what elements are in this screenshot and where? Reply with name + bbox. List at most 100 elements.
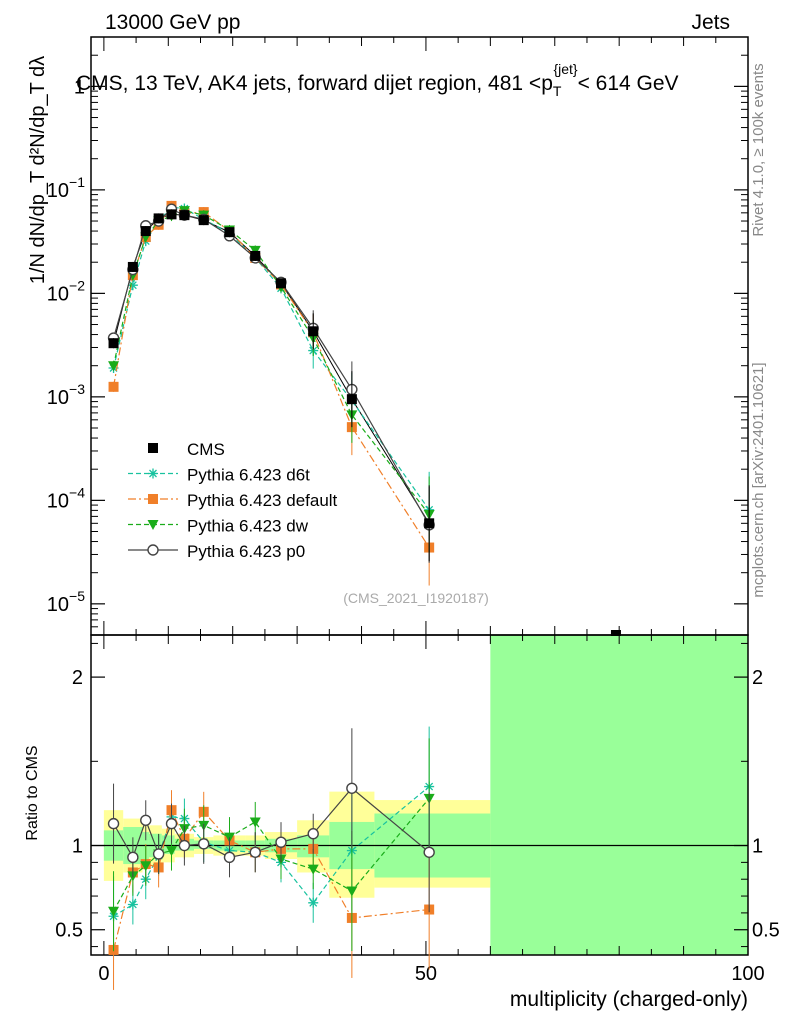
main-point-cms: [140, 226, 151, 237]
main-y-tick-label: 1: [74, 76, 85, 98]
ratio-y-tick-label: 2: [72, 667, 83, 689]
main-point-cms-shape: [308, 326, 319, 337]
ratio-point-pythia-6-423-p0: [223, 851, 236, 864]
ratio-point-pythia-6-423-dw-shape: [346, 886, 358, 897]
main-title-end: < 614 GeV: [578, 72, 679, 95]
main-point-cms: [276, 278, 287, 289]
legend-marker-pythia-6-423-p0-shape: [147, 544, 159, 556]
ratio-point-pythia-6-423-dw: [166, 846, 178, 857]
main-point-pythia-6-423-default: [108, 381, 119, 392]
main-y-tick-base: 10: [47, 594, 69, 616]
ratio-point-pythia-6-423-p0-shape: [249, 846, 261, 858]
main-y-tick-label: 10−1: [47, 174, 85, 202]
ratio-point-pythia-6-423-p0: [140, 814, 152, 826]
ratio-point-pythia-6-423-p0: [178, 839, 191, 852]
ratio-point-pythia-6-423-p0-shape: [107, 817, 120, 830]
ratio-y-tick-label-right: 0.5: [752, 920, 780, 942]
header-right: Jets: [691, 11, 730, 34]
main-point-pythia-6-423-dw: [108, 361, 120, 372]
main-point-cms: [198, 215, 209, 226]
main-point-cms: [166, 209, 177, 220]
main-point-cms-shape: [108, 338, 119, 349]
main-point-cms: [424, 518, 435, 529]
legend-entry-pythia-6-423-default: Pythia 6.423 default: [128, 491, 338, 510]
main-title-sub: T: [553, 83, 562, 99]
main-point-pythia-6-423-dw-shape: [249, 245, 261, 256]
ratio-y-axis-label: Ratio to CMS: [24, 745, 41, 840]
analysis-watermark: (CMS_2021_I1920187): [343, 590, 489, 606]
legend-marker-pythia-6-423-d6t: [148, 468, 158, 479]
rivet-version-label: Rivet 4.1.0, ≥ 100k events: [750, 63, 767, 236]
ratio-y-tick-label: 0.5: [55, 920, 83, 942]
main-y-tick-label: 10−3: [47, 381, 85, 409]
main-y-tick-base: 1: [74, 76, 85, 98]
ratio-series-group: [107, 726, 435, 990]
ratio-point-pythia-6-423-dw: [140, 861, 152, 872]
ratio-point-pythia-6-423-d6t-shape: [308, 897, 319, 908]
main-point-pythia-6-423-d6t: [127, 280, 138, 291]
x-axis-label: multiplicity (charged-only): [510, 988, 748, 1011]
ratio-point-pythia-6-423-p0: [165, 817, 178, 830]
legend-entry-pythia-6-423-d6t: Pythia 6.423 d6t: [128, 466, 310, 485]
ratio-point-pythia-6-423-d6t: [127, 899, 138, 910]
ratio-point-pythia-6-423-dw-shape: [307, 864, 319, 875]
main-y-tick-exp: −2: [69, 277, 85, 293]
main-title-text: CMS, 13 TeV, AK4 jets, forward dijet reg…: [76, 72, 553, 95]
main-point-cms-shape: [276, 278, 287, 289]
ratio-point-pythia-6-423-dw-shape: [166, 846, 178, 857]
main-point-pythia-6-423-d6t-shape: [127, 280, 138, 291]
main-series-cms: [108, 209, 435, 562]
main-frame: [90, 36, 749, 636]
ratio-panel: 0 50 100 0.5 0.5 1 1 2 2: [55, 634, 780, 985]
main-line-pythia-6-423-d6t: [112, 206, 430, 511]
ratio-point-pythia-6-423-p0-shape: [223, 851, 236, 864]
legend-label-pythia-6-423-d6t: Pythia 6.423 d6t: [187, 466, 310, 485]
ratio-point-pythia-6-423-p0-shape: [165, 817, 178, 830]
ratio-point-pythia-6-423-p0-shape: [140, 814, 152, 826]
ratio-point-pythia-6-423-dw: [249, 817, 261, 828]
header-left: 13000 GeV pp: [105, 11, 240, 34]
ratio-point-pythia-6-423-p0: [275, 836, 287, 848]
ratio-point-pythia-6-423-d6t: [308, 897, 319, 908]
uncertainty-band-inner: [490, 635, 748, 955]
main-point-pythia-6-423-default-shape: [108, 381, 119, 392]
main-point-cms-shape: [346, 394, 357, 405]
legend-marker-pythia-6-423-default: [148, 494, 158, 504]
ratio-point-pythia-6-423-p0-shape: [346, 782, 358, 794]
main-title: CMS, 13 TeV, AK4 jets, forward dijet reg…: [76, 61, 679, 99]
legend-marker-pythia-6-423-dw-shape: [147, 520, 159, 530]
main-point-cms: [127, 261, 138, 272]
ratio-x-tick-label: 50: [415, 963, 437, 985]
ratio-point-pythia-6-423-dw: [108, 906, 120, 917]
legend-marker-pythia-6-423-p0: [147, 544, 159, 556]
main-point-cms-shape: [198, 215, 209, 226]
main-point-cms: [250, 250, 261, 261]
ratio-point-pythia-6-423-p0-shape: [423, 846, 435, 858]
main-y-tick-label: 10−2: [47, 277, 85, 305]
main-point-cms-shape: [224, 227, 235, 238]
main-point-cms: [153, 213, 164, 224]
ratio-point-pythia-6-423-p0: [249, 846, 261, 858]
ratio-y-tick-label: 1: [72, 836, 83, 858]
main-point-cms: [308, 326, 319, 337]
main-point-cms-shape: [250, 250, 261, 261]
ratio-point-pythia-6-423-p0-shape: [178, 839, 191, 852]
legend-label-pythia-6-423-dw: Pythia 6.423 dw: [187, 517, 309, 536]
legend-marker-cms-shape: [148, 443, 158, 453]
ratio-point-pythia-6-423-dw-shape: [140, 861, 152, 872]
legend-label-pythia-6-423-p0: Pythia 6.423 p0: [187, 542, 305, 561]
ratio-point-pythia-6-423-dw-shape: [108, 906, 120, 917]
legend: CMS Pythia 6.423 d6t Pythia 6.423 default P…: [128, 440, 338, 561]
ratio-point-pythia-6-423-dw: [346, 886, 358, 897]
main-point-cms-shape: [127, 261, 138, 272]
main-point-cms-offscale: [610, 630, 621, 636]
ratio-point-pythia-6-423-dw: [307, 864, 319, 875]
legend-marker-cms: [148, 443, 158, 453]
main-y-tick-base: 10: [47, 180, 69, 202]
main-point-cms: [224, 227, 235, 238]
main-y-axis-label: 1/N dN/dp_T d²N/dp_T dλ: [27, 56, 49, 284]
ratio-x-tick-label: 100: [731, 963, 764, 985]
legend-marker-pythia-6-423-d6t-shape: [148, 468, 158, 479]
main-point-pythia-6-423-dw-shape: [108, 361, 120, 372]
